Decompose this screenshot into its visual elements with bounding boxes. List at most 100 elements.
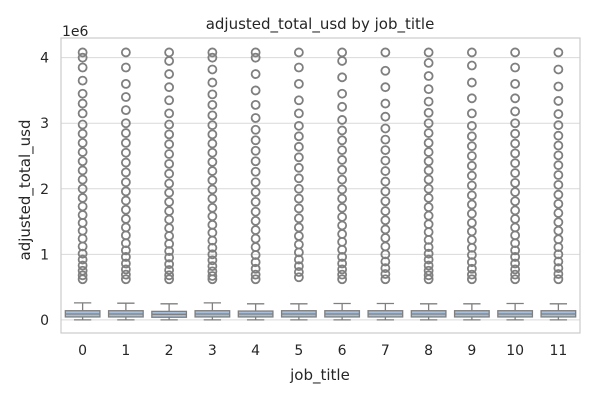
x-tick-label: 0 [78, 343, 87, 359]
outlier-point [250, 85, 261, 96]
outlier-point [380, 263, 391, 274]
outlier-point [380, 274, 391, 285]
outlier-point [337, 202, 348, 213]
outlier-point [337, 155, 348, 165]
outlier-point [466, 141, 477, 152]
outlier-point [250, 263, 261, 274]
outlier-point [423, 71, 434, 81]
outlier-point [77, 174, 88, 185]
outlier-point [77, 165, 88, 176]
y-tick-label: 4 [40, 51, 49, 67]
box-group [64, 47, 101, 321]
outlier-point [293, 131, 304, 142]
outlier-point [120, 62, 131, 73]
outlier-point [510, 148, 521, 159]
outlier-point [207, 193, 218, 204]
outlier-point [380, 206, 391, 216]
outlier-point [293, 108, 304, 119]
outlier-point [293, 183, 304, 194]
outlier-point [120, 47, 131, 58]
outlier-point [337, 115, 348, 125]
box-group [324, 47, 361, 321]
outlier-point [423, 84, 434, 95]
outlier-point [510, 47, 521, 58]
outlier-point [380, 82, 391, 93]
outlier-point [423, 174, 434, 185]
outlier-point [120, 214, 131, 224]
outlier-point [77, 265, 88, 276]
box-group [237, 47, 274, 321]
y-tick-label: 0 [40, 313, 49, 329]
outlier-point [164, 158, 175, 169]
outlier-point [207, 266, 218, 277]
outlier-point [423, 260, 434, 271]
outlier-point [466, 170, 477, 181]
outlier-point [380, 215, 391, 226]
outlier-point [553, 269, 564, 279]
x-tick-label: 6 [338, 343, 347, 359]
outlier-point [120, 258, 131, 269]
outlier-point [510, 138, 521, 149]
outlier-point [510, 274, 521, 285]
outlier-point [250, 135, 261, 146]
outlier-point [337, 135, 348, 146]
outlier-point [164, 178, 175, 189]
outlier-point [423, 107, 434, 118]
outlier-point [510, 62, 521, 73]
x-tick-label: 3 [208, 343, 217, 359]
outlier-point [423, 118, 434, 129]
outlier-point [466, 160, 477, 171]
outlier-point [553, 208, 564, 218]
outlier-point [380, 98, 391, 109]
outlier-point [380, 176, 391, 187]
outlier-point [164, 129, 175, 140]
outlier-point [553, 140, 564, 151]
outlier-point [510, 269, 521, 280]
outlier-point [250, 274, 261, 285]
outlier-point [164, 119, 175, 130]
outlier-point [250, 156, 261, 167]
outlier-point [466, 108, 477, 119]
outlier-point [337, 193, 348, 204]
box-group [410, 47, 447, 321]
outlier-point [293, 193, 304, 204]
outlier-point [77, 98, 88, 109]
outlier-point [466, 199, 477, 210]
outlier-point [510, 106, 521, 117]
y-tick-label: 2 [40, 182, 49, 198]
outlier-point [510, 158, 521, 169]
outlier-point [423, 254, 434, 265]
outlier-point [423, 156, 434, 167]
outlier-point [164, 252, 175, 263]
box-group [453, 47, 490, 321]
x-tick-label: 9 [467, 343, 476, 359]
outlier-point [207, 261, 218, 272]
outlier-point [423, 270, 434, 281]
box-group [280, 47, 317, 321]
outlier-point [337, 47, 348, 58]
outlier-point [120, 157, 131, 168]
x-axis-label: job_title [289, 366, 350, 385]
outlier-point [164, 69, 175, 79]
outlier-point [293, 141, 304, 152]
outlier-point [164, 149, 175, 159]
outlier-point [207, 184, 218, 195]
outlier-point [553, 81, 564, 92]
plot-frame [60, 37, 581, 334]
y-axis-label: adjusted_total_usd [16, 120, 35, 261]
outlier-point [466, 180, 477, 191]
outlier-point [337, 212, 348, 222]
outlier-point [553, 217, 564, 228]
outlier-point [120, 167, 131, 178]
outlier-point [423, 183, 434, 194]
outlier-point [466, 93, 477, 104]
outlier-point [77, 47, 88, 58]
outlier-point [77, 270, 88, 281]
outlier-point [250, 124, 261, 135]
outlier-point [164, 82, 175, 93]
outlier-point [207, 64, 218, 75]
outlier-point [553, 47, 564, 58]
outlier-point [423, 96, 434, 107]
outlier-point [250, 99, 261, 110]
outlier-point [337, 258, 348, 269]
